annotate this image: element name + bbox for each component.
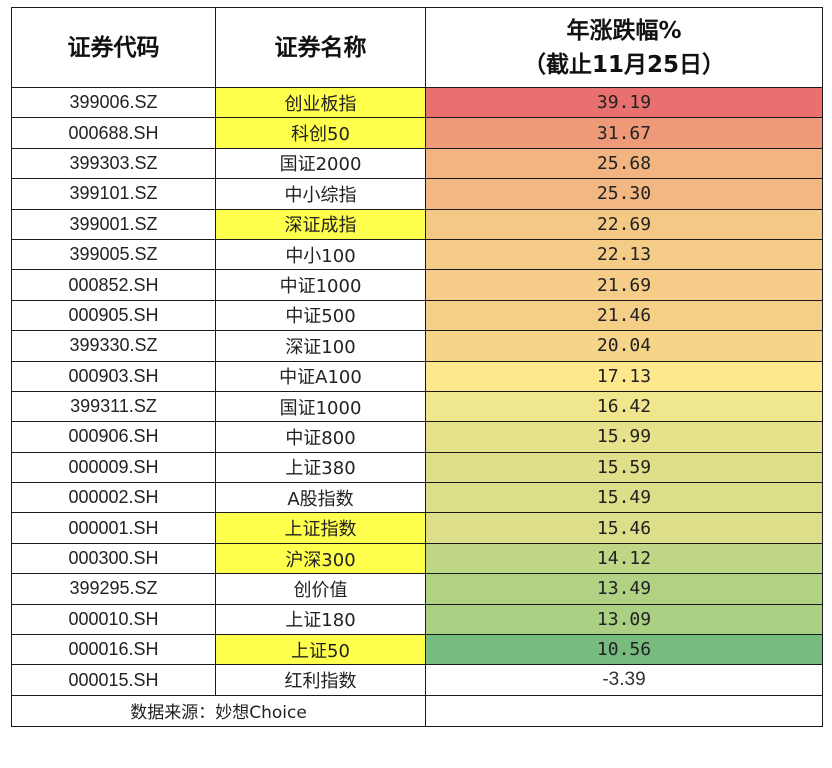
security-code-cell: 399330.SZ [11,330,216,362]
index-performance-table: 证券代码 证券名称 年涨跌幅% （截止11月25日） 399006.SZ 创业板指… [11,7,823,727]
annual-change-cell: 15.46 [425,512,823,544]
annual-change-cell: 39.19 [425,86,823,119]
annual-change-cell: 16.42 [425,390,823,423]
security-code-cell: 399101.SZ [11,178,216,210]
table-row: 000903.SH 中证A100 17.13 [11,360,823,392]
table-row: 000016.SH 上证50 10.56 [11,634,823,666]
security-name-cell: 红利指数 [215,664,426,696]
security-name-cell: 国证2000 [215,147,426,180]
annual-change-cell: 25.68 [425,147,823,180]
annual-change-cell: 21.69 [425,269,823,301]
annual-change-cell: 15.99 [425,421,823,453]
footer-empty-cell [425,694,823,727]
security-name-cell: 国证1000 [215,390,426,423]
table-row: 399311.SZ 国证1000 16.42 [11,390,823,423]
security-name-cell: 中小综指 [215,178,426,210]
annual-change-cell: 21.46 [425,299,823,332]
table-row: 000852.SH 中证1000 21.69 [11,269,823,301]
security-code-cell: 399311.SZ [11,390,216,423]
table-row: 000688.SH 科创50 31.67 [11,117,823,149]
table-row: 000300.SH 沪深300 14.12 [11,542,823,575]
security-name-cell: 中证A100 [215,360,426,392]
header-change-title: 年涨跌幅% [566,17,682,44]
annual-change-cell: 13.49 [425,573,823,605]
table-row: 000002.SH A股指数 15.49 [11,482,823,514]
annual-change-cell: 15.49 [425,482,823,514]
security-code-cell: 000300.SH [11,542,216,575]
security-code-cell: 399001.SZ [11,208,216,240]
security-code-cell: 399303.SZ [11,147,216,180]
footer-row: 数据来源：妙想Choice [11,694,823,727]
header-row: 证券代码 证券名称 年涨跌幅% （截止11月25日） [11,7,823,88]
security-code-cell: 000852.SH [11,269,216,301]
table-row: 000009.SH 上证380 15.59 [11,451,823,484]
security-name-cell: 深证100 [215,330,426,362]
security-name-cell: 上证指数 [215,512,426,544]
security-name-cell: 上证50 [215,634,426,666]
security-name-cell: 中证800 [215,421,426,453]
security-code-cell: 399005.SZ [11,238,216,271]
security-name-cell: 中证500 [215,299,426,332]
security-code-cell: 000016.SH [11,634,216,666]
security-name-cell: 中证1000 [215,269,426,301]
annual-change-cell: 20.04 [425,330,823,362]
table-row: 399001.SZ 深证成指 22.69 [11,208,823,240]
security-code-cell: 000688.SH [11,117,216,149]
header-name: 证券名称 [215,7,426,88]
table-row: 000001.SH 上证指数 15.46 [11,512,823,544]
annual-change-cell: 10.56 [425,634,823,666]
security-name-cell: A股指数 [215,482,426,514]
security-code-cell: 000015.SH [11,664,216,696]
table-body: 399006.SZ 创业板指 39.19 000688.SH 科创50 31.67 3993… [11,86,823,696]
security-code-cell: 000010.SH [11,603,216,636]
security-name-cell: 创业板指 [215,86,426,119]
security-name-cell: 上证180 [215,603,426,636]
header-change: 年涨跌幅% （截止11月25日） [425,7,823,88]
annual-change-cell: 17.13 [425,360,823,392]
table-row: 399006.SZ 创业板指 39.19 [11,86,823,119]
security-name-cell: 创价值 [215,573,426,605]
security-code-cell: 000009.SH [11,451,216,484]
security-name-cell: 深证成指 [215,208,426,240]
table-row: 399330.SZ 深证100 20.04 [11,330,823,362]
security-code-cell: 000905.SH [11,299,216,332]
table-row: 000010.SH 上证180 13.09 [11,603,823,636]
table-row: 399005.SZ 中小100 22.13 [11,238,823,271]
security-code-cell: 000906.SH [11,421,216,453]
security-code-cell: 399295.SZ [11,573,216,605]
header-change-date: （截止11月25日） [522,51,725,78]
security-code-cell: 399006.SZ [11,86,216,119]
security-name-cell: 中小100 [215,238,426,271]
annual-change-cell: 22.13 [425,238,823,271]
annual-change-cell: 25.30 [425,178,823,210]
security-name-cell: 上证380 [215,451,426,484]
table-row: 399303.SZ 国证2000 25.68 [11,147,823,180]
annual-change-cell: 22.69 [425,208,823,240]
annual-change-cell: 13.09 [425,603,823,636]
data-source-note: 数据来源：妙想Choice [11,694,426,727]
security-name-cell: 科创50 [215,117,426,149]
table-row: 000905.SH 中证500 21.46 [11,299,823,332]
security-code-cell: 000001.SH [11,512,216,544]
header-code: 证券代码 [11,7,216,88]
annual-change-cell: 15.59 [425,451,823,484]
table-row: 399295.SZ 创价值 13.49 [11,573,823,605]
table-row: 399101.SZ 中小综指 25.30 [11,178,823,210]
table-row: 000015.SH 红利指数 -3.39 [11,664,823,696]
annual-change-cell: 14.12 [425,542,823,575]
security-code-cell: 000002.SH [11,482,216,514]
annual-change-cell: -3.39 [425,664,823,696]
security-code-cell: 000903.SH [11,360,216,392]
table-row: 000906.SH 中证800 15.99 [11,421,823,453]
security-name-cell: 沪深300 [215,542,426,575]
annual-change-cell: 31.67 [425,117,823,149]
